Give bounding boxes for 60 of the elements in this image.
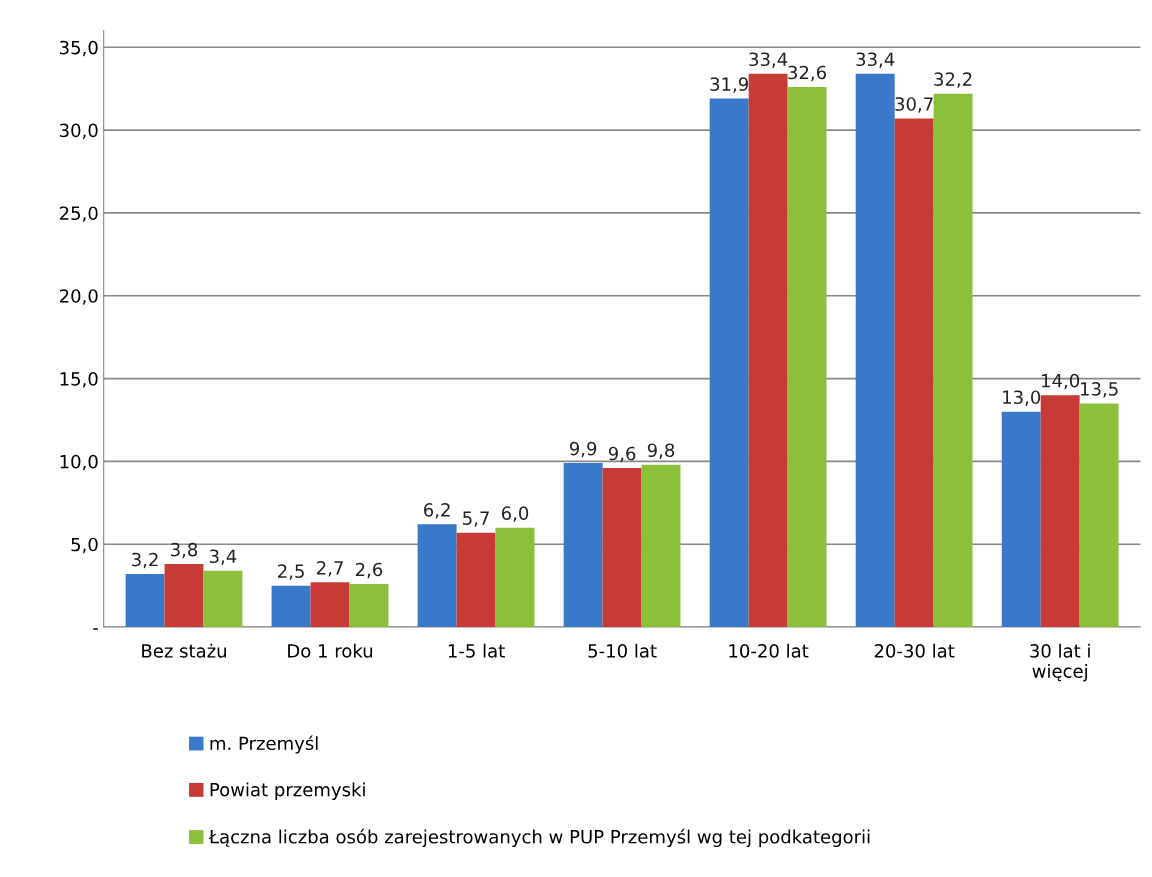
bar [1040,395,1080,628]
bar [709,98,749,628]
bar [125,574,165,628]
bar [894,118,934,628]
data-label: 14,0 [1042,373,1080,390]
data-label: 33,4 [856,52,895,68]
bar [1079,403,1119,628]
y-tick-label: 20,0 [59,289,98,305]
bar [203,570,243,628]
x-tick-label: 10-20 lat [729,643,809,658]
bar [602,468,642,628]
data-label: 2,5 [278,564,304,580]
bar [933,93,973,628]
bar [855,73,895,628]
bar [641,464,681,628]
data-label: 9,6 [608,446,636,463]
data-label: 13,0 [1003,390,1041,406]
bar [748,73,788,628]
bar [456,532,496,628]
x-tick-label: 30 lat i więcej [1030,643,1090,682]
data-label: 32,6 [788,65,827,82]
data-label: 9,9 [569,441,597,458]
data-label: 32,2 [934,72,972,88]
data-label: 13,5 [1080,382,1118,398]
bar [787,87,827,628]
data-label: 31,9 [710,77,748,93]
x-tick-label: 20-30 lat [874,643,955,658]
y-tick-label: 15,0 [60,372,98,388]
y-tick-label: 25,0 [59,206,98,222]
data-label: 6,0 [501,506,529,522]
data-label: 5,7 [463,511,489,527]
data-label: 33,4 [749,52,788,68]
bar [310,582,350,628]
x-tick-label: Do 1 roku [288,643,373,658]
legend-label: m. Przemyśl [210,735,318,754]
bar [563,463,603,628]
bar [349,583,389,628]
bar [417,524,457,628]
legend-label: Powiat przemyski [210,782,365,800]
data-label: 6,2 [424,503,450,519]
x-tick-label: Bez stażu [142,643,226,658]
data-label: 9,8 [647,443,675,459]
data-label: 2,7 [316,561,343,577]
x-tick-label: 5-10 lat [588,643,657,658]
bar [164,564,204,628]
y-tick-label: 30,0 [59,123,98,140]
bar [271,585,311,628]
y-tick-label: 10,0 [60,454,98,471]
legend-label: Łączna liczba osób zarejestrowanych w PUP Przemyśl wg tej podkategorii [208,828,870,848]
bar [1001,411,1041,628]
data-label: 30,7 [895,97,933,113]
y-tick-label: 35,0 [59,40,98,57]
y-tick-label: - [93,628,98,630]
y-tick-label: 5,0 [71,537,98,554]
data-label: 2,6 [355,562,383,579]
data-label: 3,2 [132,552,158,569]
data-label: 3,4 [209,549,237,565]
bar [495,527,535,628]
data-label: 3,8 [171,542,198,559]
x-tick-label: 1-5 lat [448,643,505,658]
